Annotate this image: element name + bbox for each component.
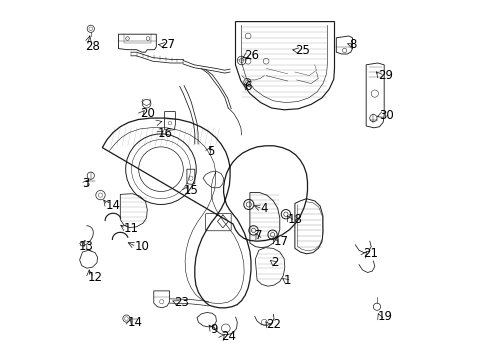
Text: 14: 14: [106, 199, 121, 212]
Text: 7: 7: [255, 229, 262, 242]
Text: 29: 29: [377, 69, 392, 82]
Text: 28: 28: [85, 40, 100, 53]
Text: 1: 1: [284, 274, 291, 287]
Text: 13: 13: [79, 240, 94, 253]
Text: 11: 11: [123, 222, 139, 235]
Text: 3: 3: [82, 177, 90, 190]
Text: 15: 15: [183, 184, 198, 197]
Text: 25: 25: [294, 44, 309, 57]
Text: 10: 10: [134, 240, 149, 253]
Text: 14: 14: [127, 316, 142, 329]
Text: 22: 22: [265, 318, 281, 331]
Text: 4: 4: [260, 202, 267, 215]
Text: 23: 23: [174, 296, 189, 309]
Text: 24: 24: [221, 330, 236, 343]
Text: 8: 8: [348, 39, 356, 51]
Text: 30: 30: [379, 109, 393, 122]
Text: 17: 17: [273, 235, 288, 248]
Text: 26: 26: [244, 49, 259, 62]
Text: 19: 19: [377, 310, 392, 323]
Text: 21: 21: [363, 247, 378, 260]
Text: 5: 5: [206, 145, 214, 158]
Text: 18: 18: [287, 213, 302, 226]
Text: 2: 2: [271, 256, 279, 269]
Text: 27: 27: [160, 39, 175, 51]
Text: 6: 6: [244, 80, 251, 93]
Text: 12: 12: [88, 271, 102, 284]
Text: 16: 16: [158, 127, 173, 140]
Text: 9: 9: [210, 323, 217, 336]
Text: 20: 20: [140, 107, 155, 120]
